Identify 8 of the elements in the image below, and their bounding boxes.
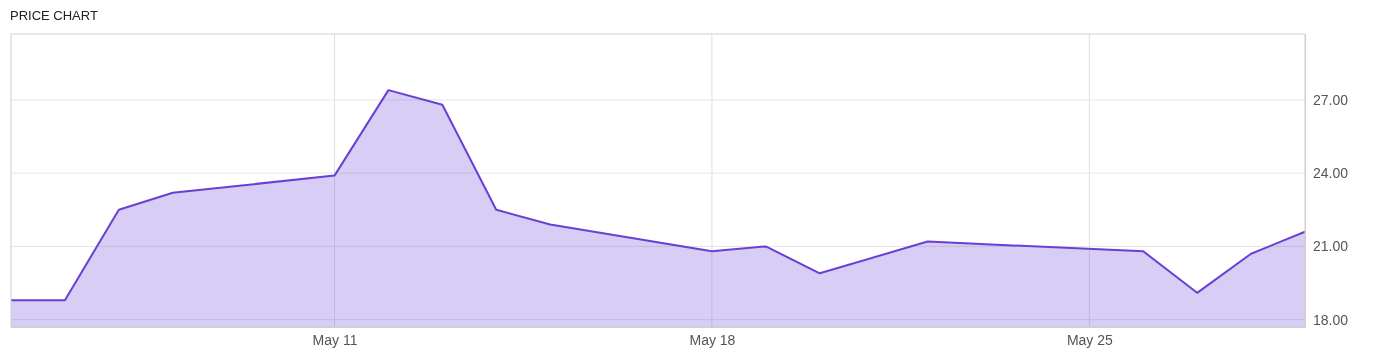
y-tick-label: 27.00 xyxy=(1313,91,1349,108)
x-tick-label: May 25 xyxy=(1066,331,1113,348)
x-tick-label: May 18 xyxy=(689,331,736,348)
chart-title: PRICE CHART xyxy=(10,8,98,23)
y-tick-label: 18.00 xyxy=(1313,311,1349,328)
x-tick-label: May 11 xyxy=(312,331,358,348)
y-tick-label: 24.00 xyxy=(1313,165,1349,182)
y-tick-label: 21.00 xyxy=(1313,238,1349,255)
